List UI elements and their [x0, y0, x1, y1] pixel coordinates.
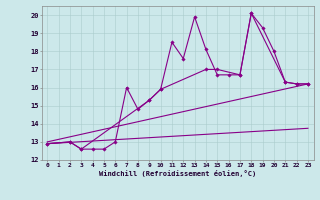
X-axis label: Windchill (Refroidissement éolien,°C): Windchill (Refroidissement éolien,°C): [99, 170, 256, 177]
